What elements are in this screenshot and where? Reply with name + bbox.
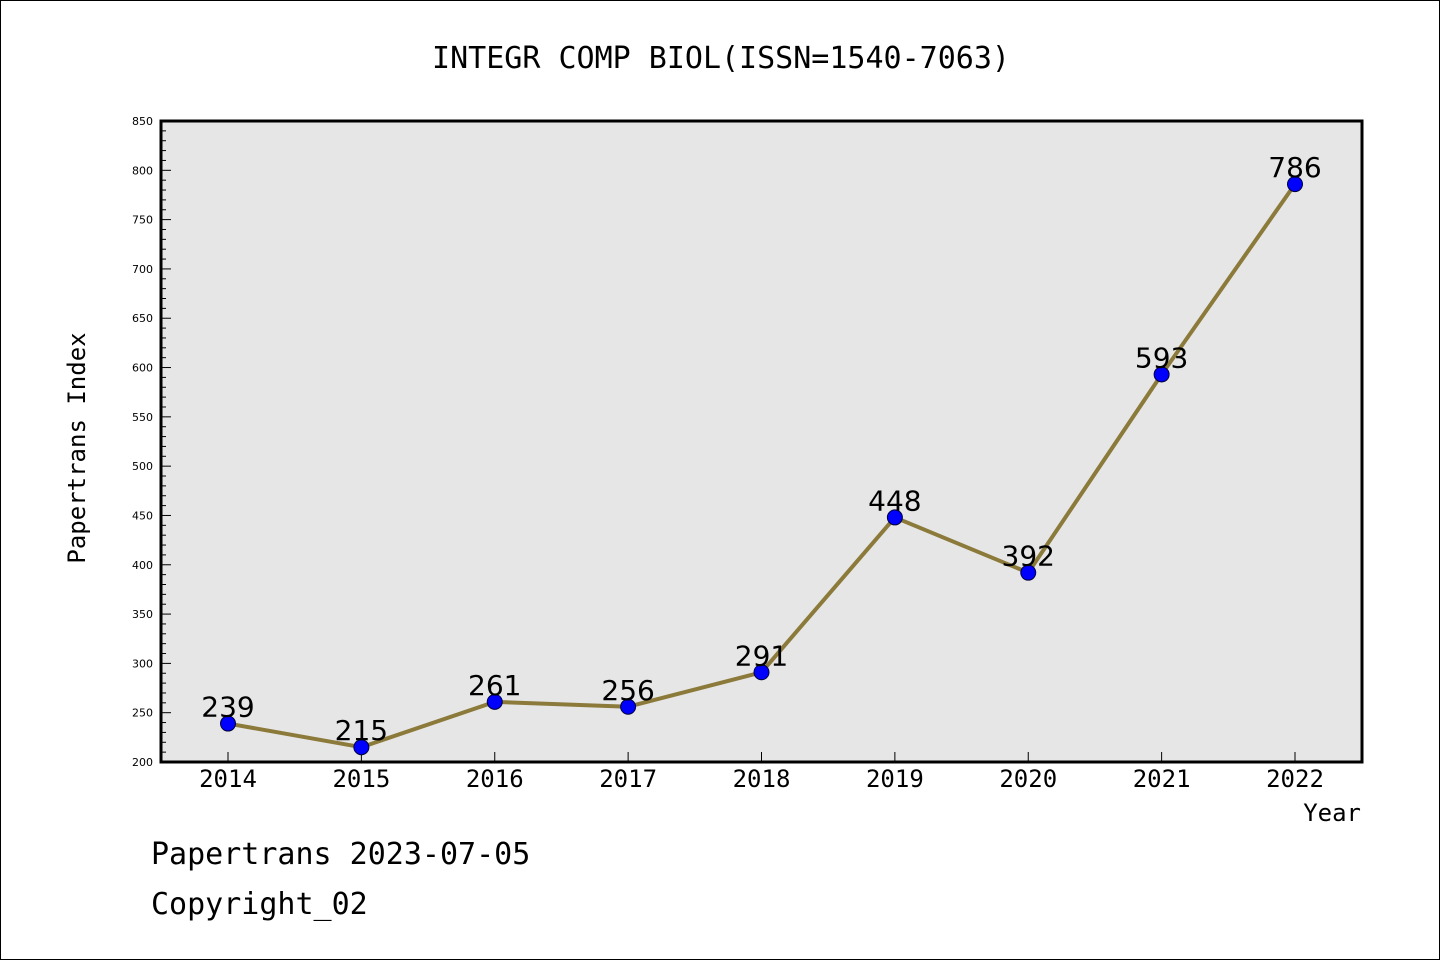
- data-point: [486, 693, 503, 710]
- y-tick-label: 500: [132, 460, 153, 473]
- y-tick-label: 850: [132, 115, 153, 128]
- data-label: 291: [735, 639, 788, 672]
- x-tick-label: 2019: [866, 765, 924, 793]
- data-label: 239: [201, 691, 254, 724]
- x-axis: 2014 2015 2016 2017 2018 2019 2020 2021 2022: [199, 752, 1324, 793]
- y-tick-label: 250: [132, 707, 153, 720]
- x-tick-label: 2016: [466, 765, 524, 793]
- x-axis-title: Year: [1303, 799, 1361, 827]
- x-tick-label: 2017: [599, 765, 657, 793]
- data-label: 593: [1135, 341, 1188, 374]
- chart-title: INTEGR COMP BIOL(ISSN=1540-7063): [432, 41, 1010, 76]
- x-tick-label: 2018: [733, 765, 791, 793]
- data-point: [220, 715, 236, 732]
- data-point: [353, 739, 370, 756]
- x-tick-label: 2020: [999, 765, 1057, 793]
- y-tick-label: 300: [132, 657, 153, 670]
- y-tick-label: 700: [132, 263, 153, 276]
- y-tick-label: 400: [132, 559, 153, 572]
- y-tick-label: 650: [132, 312, 153, 325]
- y-tick-label: 200: [132, 756, 153, 769]
- data-point: [1287, 176, 1303, 193]
- y-axis: 200 250 300 350 400 450 500 550 600 650 700 750 800 8…: [132, 115, 171, 769]
- y-axis-title: Papertrans Index: [63, 332, 91, 563]
- y-tick-label: 350: [132, 608, 153, 621]
- y-tick-label: 800: [132, 164, 153, 177]
- data-point: [886, 509, 903, 526]
- plot-area: [159, 119, 1364, 764]
- data-point: [1153, 366, 1170, 383]
- footer-date: Papertrans 2023-07-05: [151, 837, 531, 872]
- data-point: [620, 698, 637, 715]
- y-tick-label: 450: [132, 509, 153, 522]
- x-tick-label: 2014: [199, 765, 257, 793]
- series-group: [220, 176, 1303, 756]
- data-label: 392: [1002, 540, 1055, 573]
- data-label: 448: [868, 484, 921, 517]
- x-tick-label: 2021: [1133, 765, 1191, 793]
- data-point: [753, 664, 770, 681]
- y-tick-label: 550: [132, 411, 153, 424]
- data-label: 786: [1268, 151, 1321, 184]
- data-labels: 239 215 261 256 291 448 392 593 786: [201, 151, 1321, 747]
- y-tick-label: 600: [132, 362, 153, 375]
- x-tick-label: 2022: [1266, 765, 1324, 793]
- x-tick-label: 2015: [332, 765, 390, 793]
- data-label: 215: [335, 714, 388, 747]
- data-point: [1020, 564, 1037, 581]
- footer-copyright: Copyright_02: [151, 887, 368, 922]
- data-label: 261: [468, 669, 521, 702]
- y-tick-label: 750: [132, 214, 153, 227]
- data-label: 256: [601, 674, 654, 707]
